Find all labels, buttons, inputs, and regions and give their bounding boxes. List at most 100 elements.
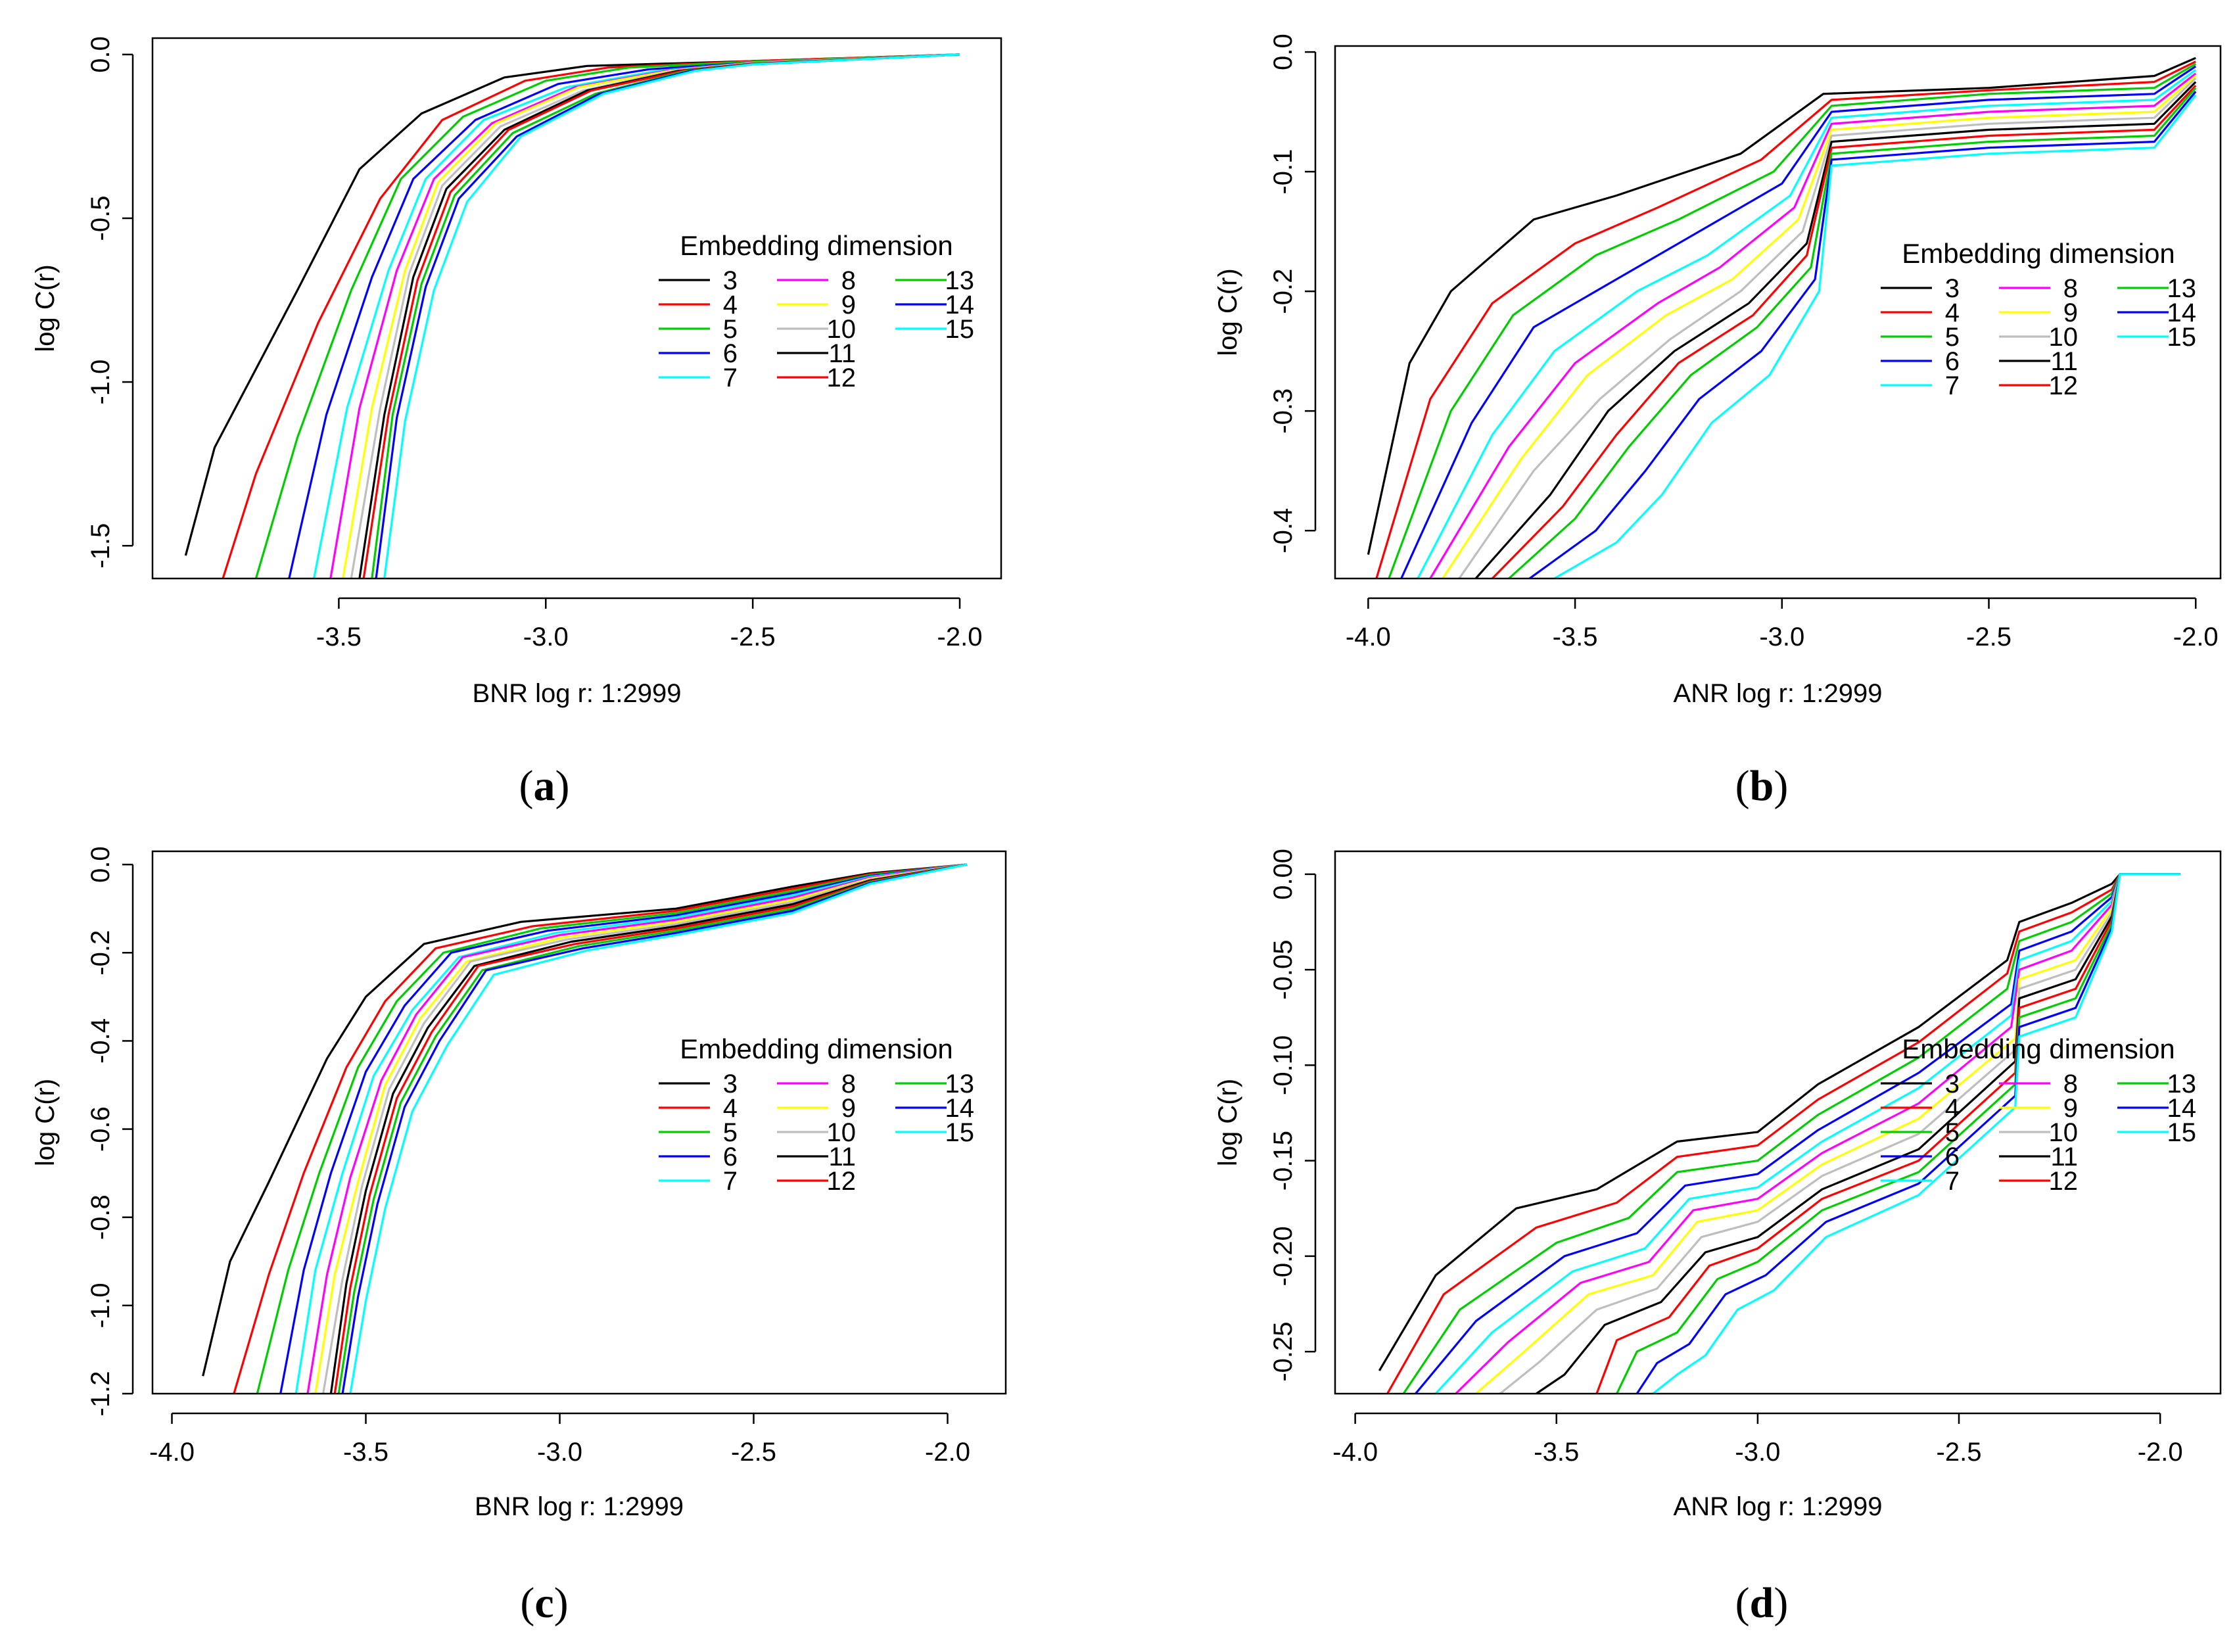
legend-label: 9: [841, 291, 856, 319]
caption-paren: (: [1735, 1579, 1750, 1627]
series-line-7: [1434, 873, 2180, 1394]
legend-label: 5: [723, 1118, 738, 1147]
series-line-15: [349, 863, 968, 1394]
series-line-11: [1474, 81, 2197, 578]
series-line-6: [288, 53, 960, 578]
x-tick-label: -3.0: [1759, 623, 1804, 651]
legend-label: 11: [2050, 347, 2078, 376]
series-line-12: [1492, 85, 2197, 578]
legend-label: 4: [723, 1094, 738, 1123]
series-line-10: [322, 863, 968, 1394]
x-tick-label: -3.5: [316, 623, 362, 651]
legend-label: 13: [2167, 1070, 2197, 1098]
legend-label: 9: [2063, 298, 2078, 327]
series-line-11: [358, 53, 960, 578]
series-line-14: [375, 53, 960, 578]
series-group: [1367, 57, 2197, 578]
legend-label: 11: [828, 339, 856, 368]
x-axis-title: ANR log r: 1:2999: [1674, 1492, 1883, 1521]
legend-label: 15: [945, 1118, 975, 1147]
x-tick-label: -2.0: [925, 1438, 970, 1467]
series-line-3: [1367, 57, 2196, 555]
series-line-13: [1508, 87, 2197, 578]
y-tick-label: -1.5: [86, 523, 115, 569]
series-line-14: [1528, 91, 2197, 578]
legend-label: 12: [827, 364, 857, 392]
y-tick-label: -0.1: [1269, 149, 1298, 195]
y-tick-label: 0.0: [86, 846, 115, 883]
series-line-7: [294, 863, 968, 1394]
legend-label: 4: [1945, 298, 1960, 327]
chart-panel-c: -4.0 -3.5 -3.0 -2.5 -2.0 0.0 -0.2 -0.4 -0.6 -0.8 -…: [31, 846, 1007, 1627]
legend-title: Embedding dimension: [680, 1033, 953, 1064]
x-tick-label: -4.0: [1346, 623, 1391, 651]
series-line-5: [254, 53, 960, 578]
series-line-9: [1475, 873, 2180, 1394]
series-line-3: [202, 863, 968, 1377]
series-line-8: [1429, 72, 2197, 578]
legend-label: 14: [945, 1094, 975, 1123]
y-tick-label: -0.20: [1269, 1226, 1298, 1286]
series-line-4: [1375, 60, 2196, 578]
legend-label: 6: [723, 339, 738, 368]
caption-paren: ): [554, 1579, 569, 1627]
series-line-5: [256, 863, 968, 1394]
chart-panel-d: -4.0 -3.5 -3.0 -2.5 -2.0 0.00 -0.05 -0.10 -0.15 -…: [1213, 849, 2222, 1627]
x-tick-label: -2.5: [731, 1438, 776, 1467]
series-line-7: [1417, 69, 2197, 578]
y-tick-label: -1.2: [86, 1371, 115, 1417]
legend-title: Embedding dimension: [680, 230, 953, 261]
series-line-11: [329, 863, 968, 1394]
legend-label: 14: [2167, 1094, 2197, 1123]
legend-label: 8: [841, 1070, 856, 1098]
legend-label: 4: [1945, 1094, 1960, 1123]
x-tick-label: -2.0: [2138, 1438, 2183, 1467]
legend-label: 6: [1945, 1143, 1960, 1171]
caption-paren: ): [1774, 762, 1788, 810]
y-tick-label: 0.00: [1269, 849, 1298, 900]
legend-label: 10: [827, 1118, 857, 1147]
legend-label: 11: [828, 1143, 856, 1171]
series-line-5: [1402, 873, 2180, 1394]
caption-paren: (: [519, 762, 534, 810]
y-tick-label: -1.0: [86, 360, 115, 405]
series-line-15: [1652, 873, 2180, 1394]
x-tick-label: -3.0: [1735, 1438, 1780, 1467]
x-tick-label: -2.5: [1937, 1438, 1982, 1467]
legend-label: 7: [723, 1167, 738, 1196]
series-line-3: [1378, 873, 2180, 1371]
series-group: [202, 863, 968, 1394]
x-axis-title: ANR log r: 1:2999: [1674, 679, 1883, 708]
legend-label: 10: [827, 315, 857, 344]
x-tick-label: -3.5: [1534, 1438, 1579, 1467]
series-line-10: [1499, 873, 2180, 1394]
x-tick-label: -2.0: [937, 623, 983, 651]
series-line-15: [383, 53, 960, 578]
x-axis-title: BNR log r: 1:2999: [473, 679, 682, 708]
series-group: [1378, 873, 2180, 1394]
x-tick-label: -4.0: [1332, 1438, 1378, 1467]
y-tick-label: 0.0: [86, 36, 115, 73]
caption-letter: b: [1750, 762, 1774, 810]
legend-label: 5: [1945, 1118, 1960, 1147]
y-tick-label: -0.05: [1269, 940, 1298, 1000]
series-line-8: [1455, 873, 2180, 1394]
legend-label: 10: [2049, 323, 2079, 352]
panel-caption: (d): [1735, 1579, 1789, 1627]
legend-label: 5: [723, 315, 738, 344]
x-tick-label: -2.5: [1966, 623, 2012, 651]
series-line-6: [1400, 65, 2197, 578]
y-tick-label: -0.25: [1269, 1322, 1298, 1382]
legend-label: 6: [723, 1143, 738, 1171]
x-tick-label: -3.0: [537, 1438, 582, 1467]
series-line-13: [337, 863, 968, 1394]
series-line-5: [1388, 62, 2197, 578]
legend-label: 7: [723, 364, 738, 392]
legend-label: 12: [2049, 371, 2079, 400]
legend-label: 12: [827, 1167, 857, 1196]
series-line-10: [350, 53, 960, 578]
legend-label: 5: [1945, 323, 1960, 352]
